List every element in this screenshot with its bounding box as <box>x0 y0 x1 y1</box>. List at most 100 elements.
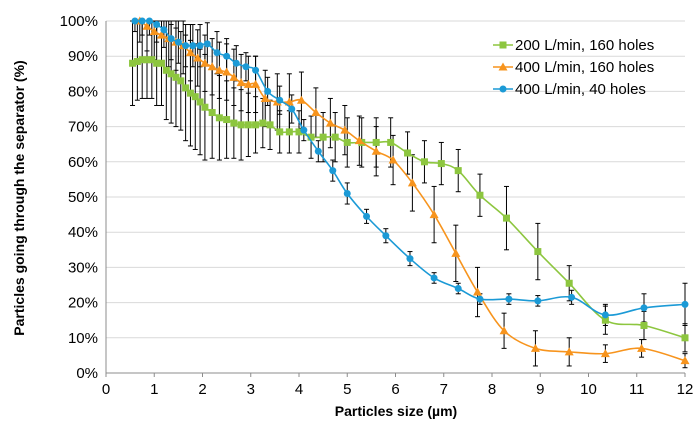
data-point-circle <box>196 42 204 50</box>
series-layer <box>129 16 690 365</box>
data-point-triangle <box>637 343 647 352</box>
data-point-circle <box>160 26 168 34</box>
data-point-square <box>177 77 185 85</box>
data-point-triangle <box>498 62 508 71</box>
data-point-square <box>182 84 190 92</box>
data-point-circle <box>131 17 139 25</box>
data-point-square <box>372 138 380 146</box>
data-point-circle <box>167 35 175 43</box>
data-point-triangle <box>200 58 210 67</box>
data-point-square <box>244 121 252 129</box>
data-point-circle <box>363 212 371 220</box>
data-point-triangle <box>214 65 224 74</box>
data-point-circle <box>242 63 250 71</box>
data-point-square <box>476 191 484 199</box>
data-point-circle <box>213 49 221 57</box>
series-line-0 <box>132 58 686 339</box>
data-point-circle <box>476 295 484 303</box>
data-point-square <box>167 70 175 78</box>
data-point-circle <box>314 147 322 155</box>
legend-label: 400 L/min, 40 holes <box>515 81 646 98</box>
x-tick-label: 6 <box>391 381 399 398</box>
data-point-triangle <box>260 93 270 102</box>
x-tick-label: 0 <box>102 381 110 398</box>
y-tick-label: 0% <box>76 365 98 382</box>
data-point-circle <box>568 293 576 301</box>
data-point-square <box>201 103 209 111</box>
x-tick-label: 11 <box>629 381 645 398</box>
data-point-circle <box>499 85 507 93</box>
data-point-square <box>153 59 161 67</box>
legend: 200 L/min, 160 holes 400 L/min, 160 holes… <box>493 37 654 98</box>
data-point-circle <box>505 295 513 303</box>
data-point-triangle <box>222 67 232 76</box>
data-point-square <box>138 56 146 64</box>
data-point-circle <box>300 126 308 134</box>
data-point-triangle <box>236 78 246 87</box>
data-point-triangle <box>229 72 239 81</box>
y-tick-label: 60% <box>68 154 98 171</box>
data-point-square <box>534 248 542 256</box>
data-point-circle <box>454 285 462 293</box>
data-point-square <box>319 133 327 141</box>
data-point-triangle <box>149 27 159 36</box>
data-point-circle <box>232 59 240 67</box>
x-axis-title: Particles size (µm) <box>335 403 457 419</box>
data-point-triangle <box>371 146 381 155</box>
data-point-triangle <box>193 53 203 62</box>
y-axis-title: Particles going through the separator (%… <box>11 60 27 335</box>
data-point-triangle <box>296 95 306 104</box>
data-point-square <box>143 56 151 64</box>
data-point-triangle <box>156 30 166 39</box>
data-point-square <box>640 321 648 329</box>
data-point-triangle <box>600 349 610 358</box>
data-point-square <box>162 66 170 74</box>
data-point-square <box>230 119 238 127</box>
y-tick-label: 80% <box>68 83 98 100</box>
data-point-triangle <box>680 356 690 365</box>
data-point-circle <box>174 38 182 46</box>
data-point-square <box>601 316 609 324</box>
data-point-circle <box>601 311 609 319</box>
tick-labels: 0%10%20%30%40%50%60%70%80%90%100%0 1 2 3 4 5 6… <box>60 13 694 398</box>
data-point-triangle <box>325 118 335 127</box>
gridlines <box>106 20 685 374</box>
data-point-square <box>276 128 284 136</box>
x-tick-label: 5 <box>343 381 351 398</box>
data-point-square <box>186 89 194 97</box>
data-point-square <box>196 98 204 106</box>
data-point-circle <box>153 21 161 29</box>
data-point-square <box>387 138 395 146</box>
data-point-square <box>129 59 137 67</box>
data-point-circle <box>343 189 351 197</box>
data-point-triangle <box>388 155 398 164</box>
y-tick-label: 40% <box>68 224 98 241</box>
data-point-square <box>681 334 689 342</box>
legend-label: 400 L/min, 160 holes <box>515 59 654 76</box>
data-point-circle <box>406 255 414 263</box>
data-point-triangle <box>243 79 253 88</box>
data-point-circle <box>382 232 390 240</box>
data-point-triangle <box>207 62 217 71</box>
data-point-circle <box>276 96 284 104</box>
data-point-triangle <box>564 347 574 356</box>
data-point-square <box>307 133 315 141</box>
data-point-square <box>285 128 293 136</box>
data-point-circle <box>138 17 146 25</box>
x-tick-label: 7 <box>440 381 448 398</box>
data-point-circle <box>223 52 231 60</box>
y-tick-label: 30% <box>68 259 98 276</box>
data-point-triangle <box>251 79 261 88</box>
data-point-square <box>343 138 351 146</box>
data-point-triangle <box>284 97 294 106</box>
x-tick-label: 12 <box>677 381 694 398</box>
data-point-square <box>437 160 445 168</box>
data-point-circle <box>534 297 542 305</box>
data-point-circle <box>203 40 211 48</box>
data-point-square <box>420 158 428 166</box>
data-point-square <box>223 116 231 124</box>
data-point-triangle <box>499 326 509 335</box>
y-tick-label: 10% <box>68 330 98 347</box>
data-point-circle <box>640 304 648 312</box>
